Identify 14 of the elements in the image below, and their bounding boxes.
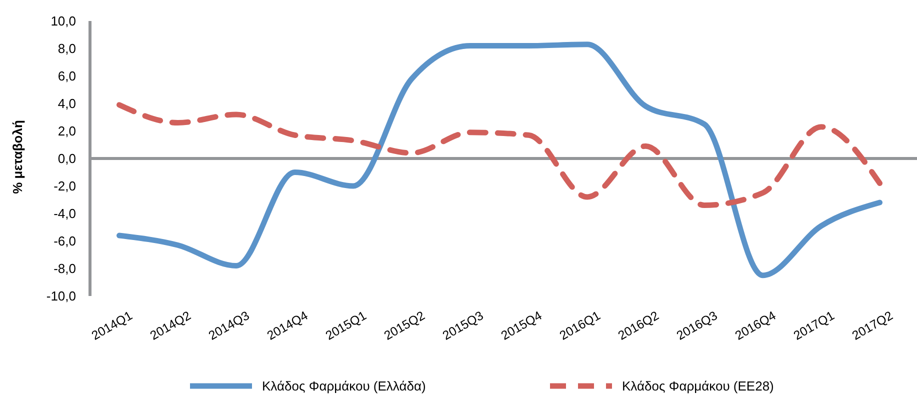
- y-tick-label: 6,0: [58, 68, 76, 84]
- y-tick-label: -8,0: [54, 261, 76, 276]
- y-axis-title: % μεταβολή: [10, 120, 25, 194]
- y-tick-label: 0,0: [58, 151, 76, 166]
- legend-label: Κλάδος Φαρμάκου (Ελλάδα): [262, 378, 426, 394]
- y-tick-label: -2,0: [54, 178, 76, 194]
- y-tick-label: 4,0: [58, 96, 76, 112]
- y-tick-label: -6,0: [54, 234, 76, 249]
- legend-label: Κλάδος Φαρμάκου (ΕΕ28): [622, 378, 774, 394]
- y-tick-label: 10,0: [50, 14, 76, 29]
- y-tick-label: 2,0: [58, 124, 76, 139]
- y-tick-label: -10,0: [46, 288, 76, 304]
- y-tick-label: -4,0: [54, 206, 76, 222]
- y-tick-label: 8,0: [58, 41, 76, 56]
